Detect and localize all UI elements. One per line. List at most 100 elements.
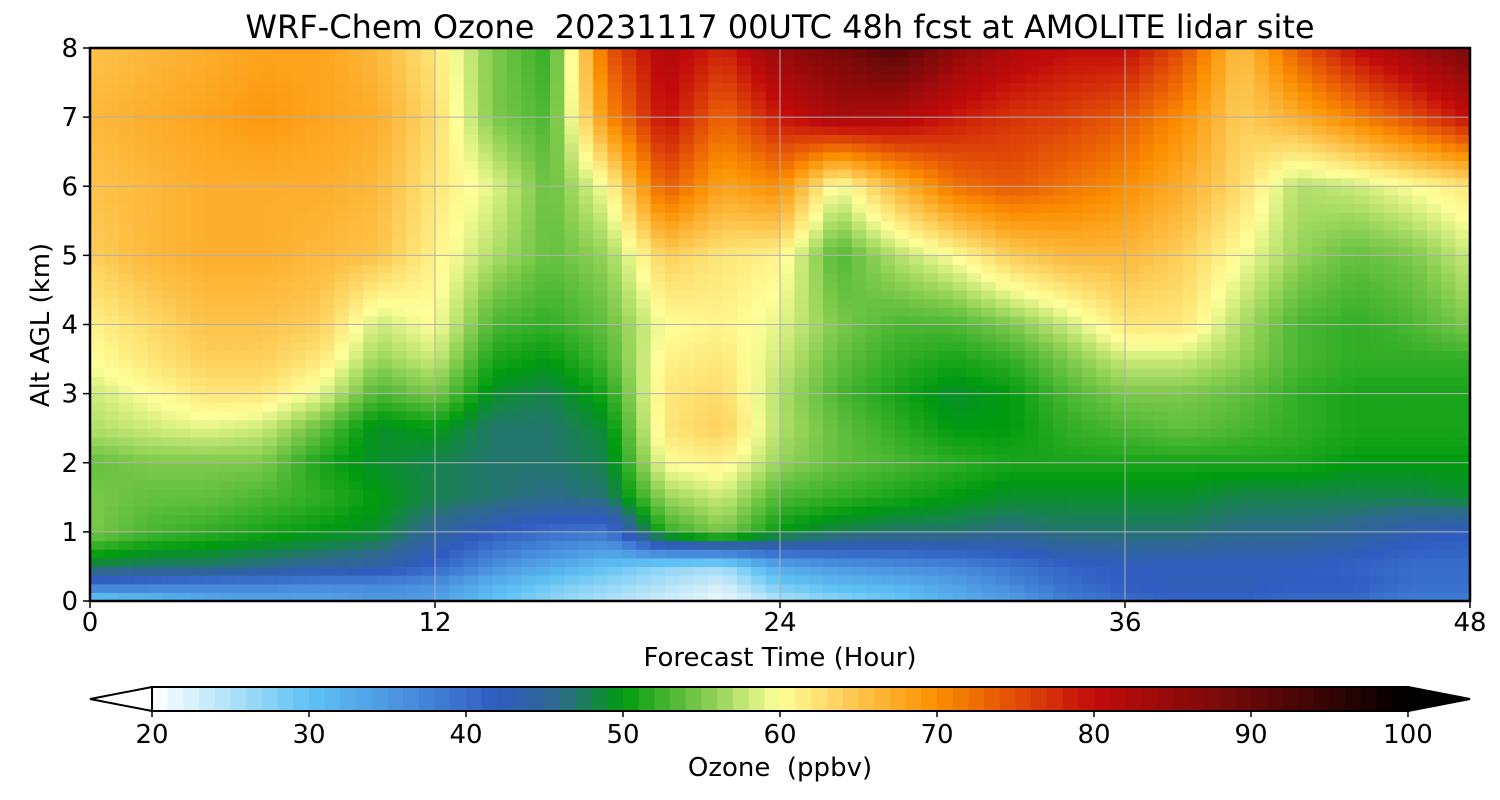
heatmap-cell xyxy=(621,583,637,593)
heatmap-cell xyxy=(650,177,666,187)
heatmap-cell xyxy=(1010,549,1025,559)
heatmap-cell xyxy=(1455,540,1471,550)
heatmap-cell xyxy=(262,151,278,161)
heatmap-cell xyxy=(1412,540,1428,550)
heatmap-cell xyxy=(1311,540,1327,550)
heatmap-cell xyxy=(262,592,278,602)
heatmap-cell xyxy=(593,402,609,412)
heatmap-cell xyxy=(808,264,824,274)
heatmap-cell xyxy=(1225,566,1241,576)
heatmap-cell xyxy=(233,220,249,231)
heatmap-cell xyxy=(190,324,206,334)
heatmap-cell xyxy=(363,186,379,196)
heatmap-cell xyxy=(276,540,292,550)
heatmap-cell xyxy=(823,272,839,282)
heatmap-cell xyxy=(751,376,767,386)
heatmap-cell xyxy=(1268,384,1284,395)
heatmap-cell xyxy=(751,566,767,576)
heatmap-cell xyxy=(607,436,623,447)
heatmap-cell xyxy=(276,376,292,386)
heatmap-cell xyxy=(1053,497,1069,507)
heatmap-cell xyxy=(1024,523,1040,533)
heatmap-cell xyxy=(1196,480,1212,490)
heatmap-cell xyxy=(1053,410,1069,421)
heatmap-cell xyxy=(1125,428,1140,438)
heatmap-cell xyxy=(219,229,235,239)
heatmap-cell xyxy=(866,333,882,343)
heatmap-cell xyxy=(1268,220,1284,231)
heatmap-cell xyxy=(320,514,335,524)
heatmap-cell xyxy=(492,307,508,317)
heatmap-cell xyxy=(320,462,335,472)
heatmap-cell xyxy=(909,531,925,542)
heatmap-cell xyxy=(320,557,335,568)
heatmap-cell xyxy=(219,480,235,490)
heatmap-cell xyxy=(808,298,824,308)
heatmap-cell xyxy=(923,384,939,395)
heatmap-cell xyxy=(262,246,278,256)
heatmap-cell xyxy=(176,402,192,412)
heatmap-cell xyxy=(391,350,407,360)
heatmap-cell xyxy=(866,540,882,550)
heatmap-cell xyxy=(521,583,537,593)
heatmap-cell xyxy=(995,238,1011,248)
heatmap-cell xyxy=(1311,246,1327,256)
heatmap-cell xyxy=(233,488,249,498)
heatmap-cell xyxy=(1110,514,1126,524)
heatmap-cell xyxy=(535,281,551,291)
heatmap-cell xyxy=(650,229,666,239)
heatmap-cell xyxy=(1283,255,1299,265)
heatmap-cell xyxy=(895,497,910,507)
heatmap-cell xyxy=(1283,281,1299,291)
heatmap-cell xyxy=(966,264,982,274)
heatmap-cell xyxy=(205,281,220,291)
heatmap-cell xyxy=(377,350,393,360)
heatmap-cell xyxy=(1038,272,1054,282)
heatmap-cell xyxy=(334,160,350,170)
heatmap-cell xyxy=(1081,194,1097,205)
heatmap-cell xyxy=(938,540,954,550)
heatmap-cell xyxy=(1110,272,1126,282)
heatmap-cell xyxy=(334,436,350,447)
heatmap-cell xyxy=(377,212,393,222)
heatmap-cell xyxy=(1139,454,1155,464)
heatmap-cell xyxy=(190,583,206,593)
heatmap-cell xyxy=(219,428,235,438)
heatmap-cell xyxy=(276,566,292,576)
heatmap-cell xyxy=(276,393,292,403)
heatmap-cell xyxy=(593,471,609,481)
heatmap-cell xyxy=(1168,540,1184,550)
heatmap-cell xyxy=(1383,575,1399,585)
heatmap-cell xyxy=(564,203,580,213)
heatmap-cell xyxy=(478,341,494,352)
heatmap-cell xyxy=(794,350,810,360)
heatmap-cell xyxy=(521,505,537,516)
heatmap-cell xyxy=(1240,229,1255,239)
heatmap-cell xyxy=(176,436,192,447)
heatmap-cell xyxy=(406,497,422,507)
heatmap-cell xyxy=(133,160,149,170)
heatmap-cell xyxy=(1297,160,1313,170)
heatmap-cell xyxy=(1254,523,1270,533)
heatmap-cell xyxy=(262,376,278,386)
heatmap-cell xyxy=(1081,177,1097,187)
heatmap-cell xyxy=(133,341,149,352)
heatmap-cell xyxy=(391,315,407,326)
heatmap-cell xyxy=(765,238,781,248)
heatmap-cell xyxy=(1182,566,1198,576)
heatmap-cell xyxy=(449,160,465,170)
heatmap-cell xyxy=(1053,393,1069,403)
heatmap-cell xyxy=(1426,315,1442,326)
heatmap-cell xyxy=(1153,264,1169,274)
heatmap-cell xyxy=(406,428,422,438)
heatmap-cell xyxy=(895,445,910,455)
heatmap-cell xyxy=(478,531,494,542)
heatmap-cell xyxy=(334,583,350,593)
heatmap-cell xyxy=(506,402,522,412)
heatmap-cell xyxy=(1053,480,1069,490)
heatmap-cell xyxy=(363,307,379,317)
heatmap-cell xyxy=(1441,264,1457,274)
heatmap-cell xyxy=(751,272,767,282)
heatmap-cell xyxy=(161,514,177,524)
heatmap-cell xyxy=(1096,238,1112,248)
